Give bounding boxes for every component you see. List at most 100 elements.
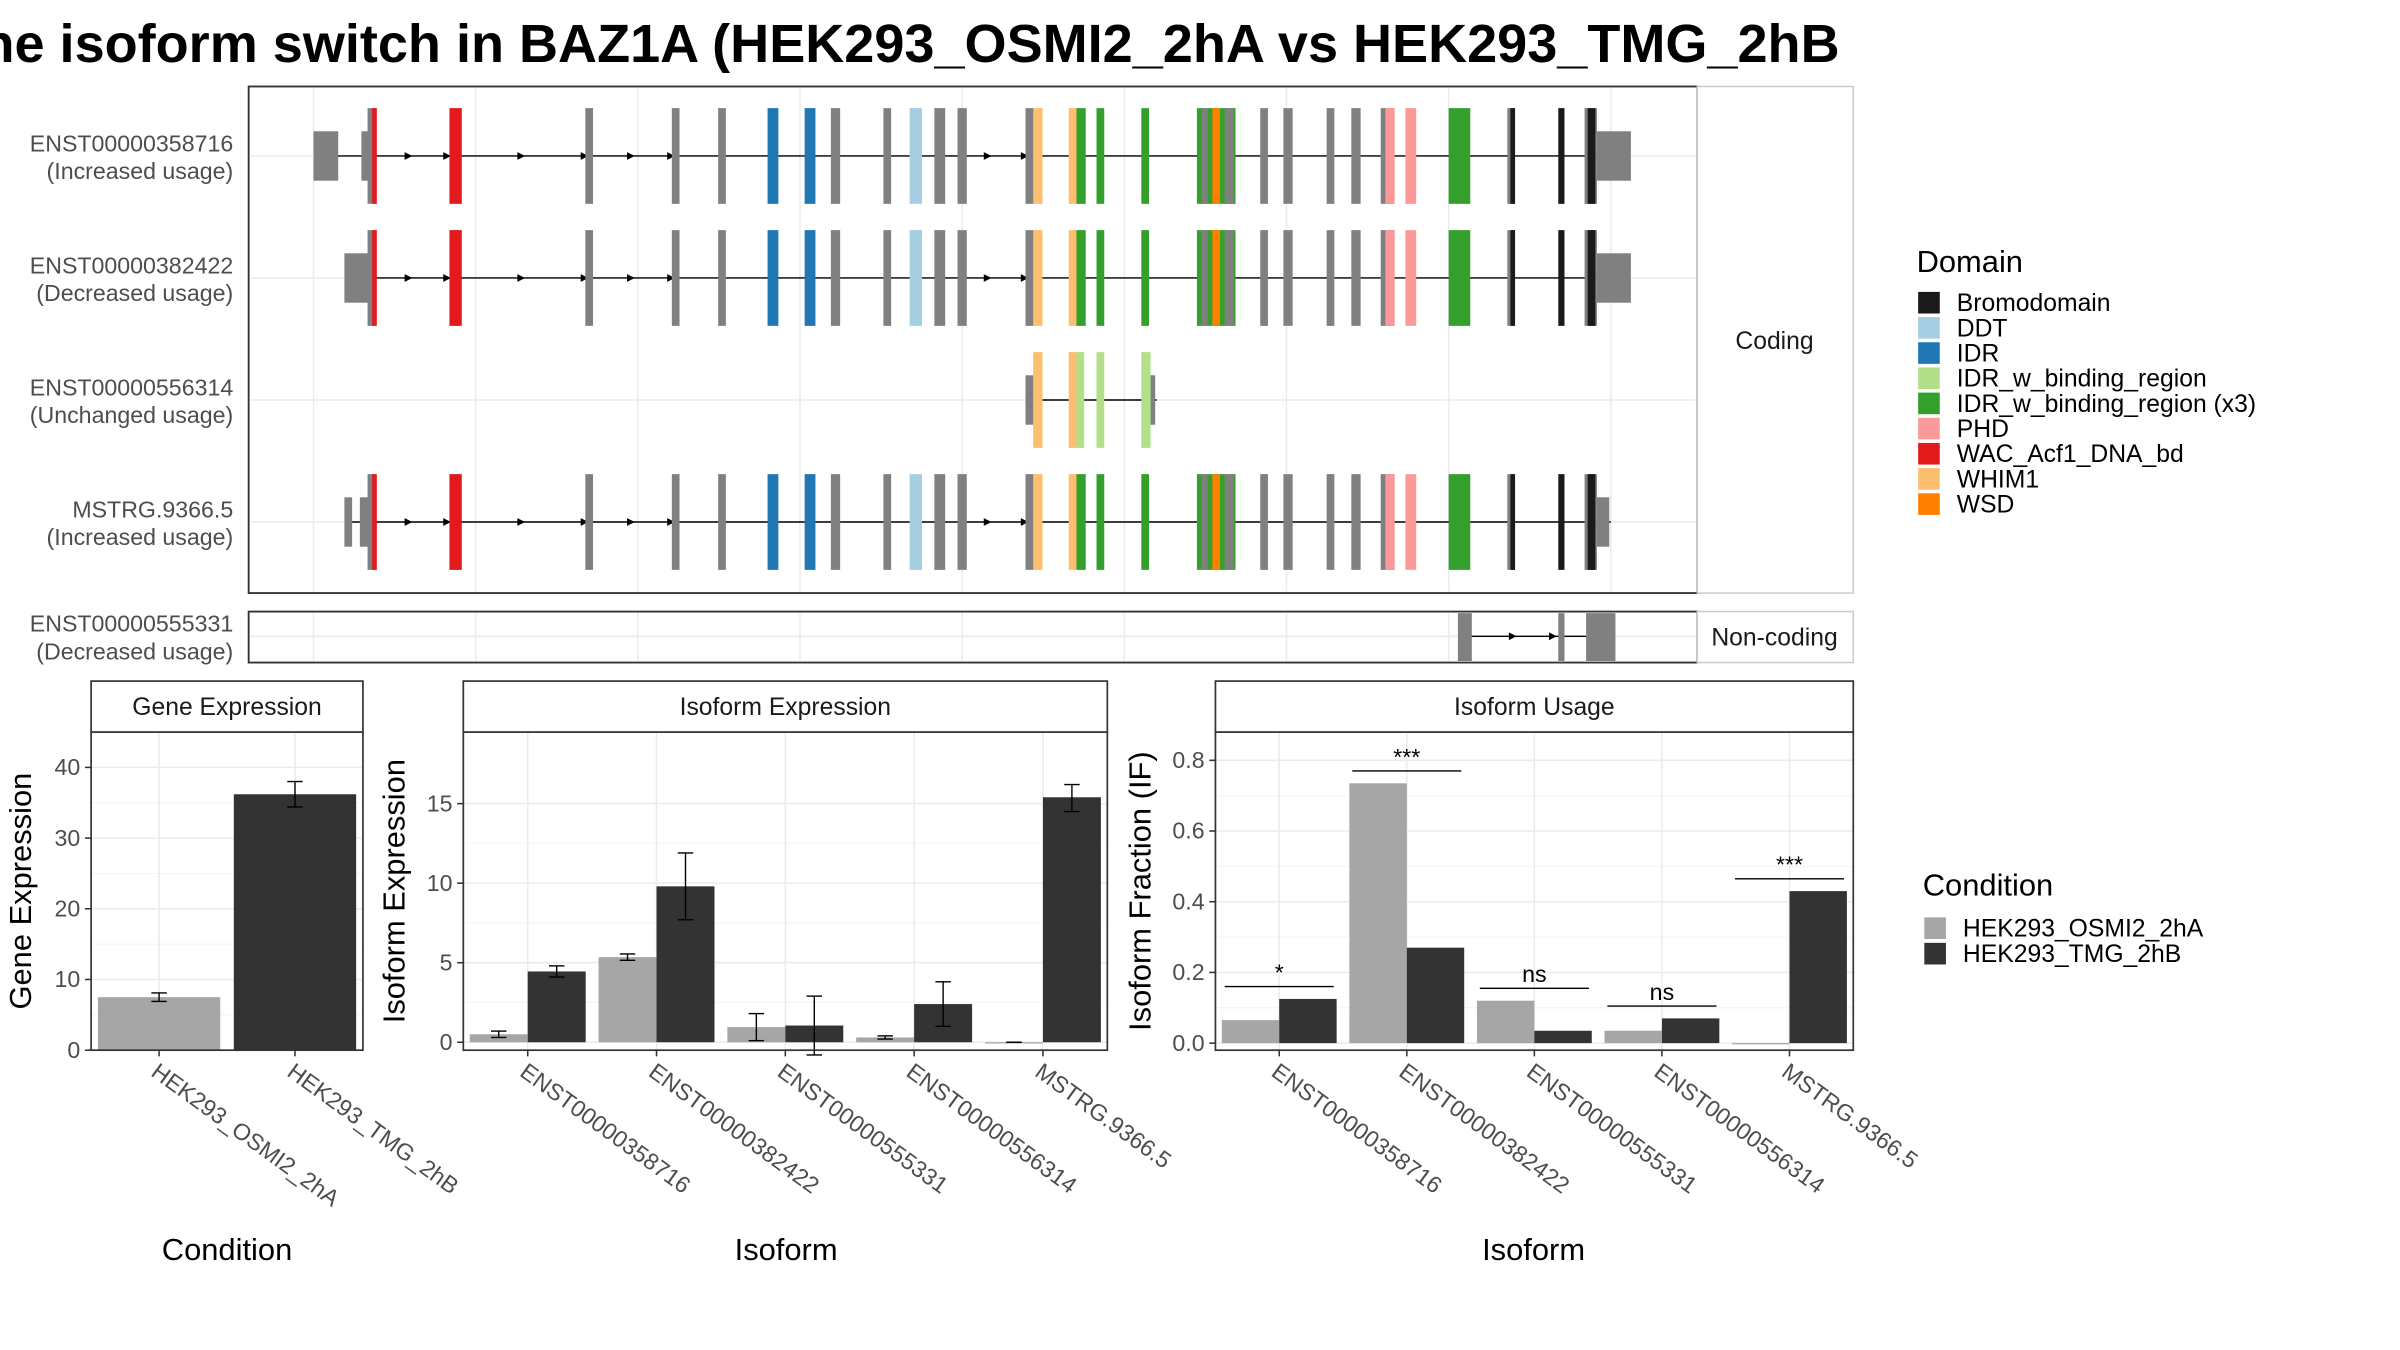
chart-strip-title: Gene Expression <box>132 694 322 721</box>
condition-legend-key <box>1924 917 1946 939</box>
strand-arrow <box>627 274 635 282</box>
structure-tracks <box>313 108 1631 662</box>
exon-block <box>804 474 816 570</box>
exon-block <box>1586 613 1616 662</box>
y-tick-label: 0.2 <box>1172 959 1204 985</box>
utr-block <box>313 131 339 181</box>
domain-legend-label: WAC_Acf1_DNA_bd <box>1957 441 2184 468</box>
exon-block <box>449 474 462 570</box>
exon-block <box>1385 474 1395 570</box>
strand-arrow <box>580 152 589 160</box>
exon-block <box>1558 474 1565 570</box>
exon-block <box>1351 474 1361 570</box>
transcript-label-name: ENST00000555331 <box>30 611 233 637</box>
exon-block <box>830 230 841 326</box>
domain-legend-key <box>1918 291 1940 314</box>
domain-legend-title: Domain <box>1917 244 2023 279</box>
transcript-label-usage: (Decreased usage) <box>36 638 233 664</box>
exon-block <box>1510 108 1516 204</box>
transcript-label-name: ENST00000556314 <box>30 374 234 400</box>
exon-block <box>1076 108 1086 204</box>
strand-arrow <box>517 152 526 160</box>
domain-legend-label: DDT <box>1957 315 2008 342</box>
exon-block <box>1224 230 1234 326</box>
exon-block <box>1025 108 1035 204</box>
transcript-label-name: ENST00000382422 <box>30 252 233 278</box>
exon-block <box>1224 108 1234 204</box>
plot-title: he isoform switch in BAZ1A (HEK293_OSMI2… <box>0 14 1840 74</box>
significance-label: ns <box>1522 961 1546 987</box>
domain-legend-label: WHIM1 <box>1957 466 2039 493</box>
y-tick-label: 10 <box>55 966 81 992</box>
exon-block <box>1212 230 1221 326</box>
exon-block <box>1212 474 1221 570</box>
exon-block <box>1405 230 1417 326</box>
exon-block <box>909 474 923 570</box>
exon-block <box>1068 108 1078 204</box>
bar <box>97 997 221 1051</box>
exon-block <box>1033 474 1043 570</box>
exon-block <box>1558 230 1565 326</box>
exon-block <box>1096 474 1105 570</box>
transcript-label-name: MSTRG.9366.5 <box>72 496 233 522</box>
y-tick-label: 0.4 <box>1172 888 1204 914</box>
exon-block <box>909 108 923 204</box>
exon-block <box>1351 230 1361 326</box>
exon-block <box>1326 474 1335 570</box>
domain-legend-label: IDR_w_binding_region <box>1957 366 2207 393</box>
transcript-label-usage: (Decreased usage) <box>36 280 233 306</box>
exon-block <box>1025 230 1035 326</box>
strand-arrow <box>983 152 992 160</box>
exon-block <box>671 474 680 570</box>
domain-legend-key <box>1918 442 1940 465</box>
coding-panel <box>247 85 1699 594</box>
strand-arrow <box>517 518 526 526</box>
exon-block <box>1326 108 1335 204</box>
exon-block <box>1587 474 1596 570</box>
exon-block <box>934 108 946 204</box>
strand-arrow <box>627 518 635 526</box>
y-tick-label: 0.6 <box>1172 818 1204 844</box>
strand-arrow <box>580 274 589 282</box>
condition-legend-title: Condition <box>1923 868 2053 903</box>
exon-block <box>671 108 680 204</box>
exon-block <box>1558 613 1565 662</box>
utr-block <box>344 253 370 303</box>
exon-block <box>1201 474 1208 570</box>
exon-block <box>767 108 779 204</box>
exon-block <box>671 230 680 326</box>
y-axis-title: Isoform Fraction (IF) <box>1123 751 1158 1031</box>
exon-block <box>372 474 377 570</box>
exon-block <box>718 108 726 204</box>
exon-block <box>1351 108 1361 204</box>
significance-label: ns <box>1650 979 1674 1005</box>
domain-legend-key <box>1918 493 1940 515</box>
exon-block <box>1096 352 1105 448</box>
domain-legend-label: Bromodomain <box>1957 290 2111 317</box>
noncoding-strip <box>1696 610 1855 664</box>
exon-block <box>1587 108 1596 204</box>
exon-block <box>830 474 841 570</box>
exon-block <box>934 230 946 326</box>
exon-block <box>1224 474 1234 570</box>
strand-arrow <box>443 274 451 282</box>
exon-block <box>1283 108 1293 204</box>
y-axis-title: Gene Expression <box>3 773 38 1010</box>
bar <box>1661 1018 1720 1044</box>
exon-block <box>1201 108 1208 204</box>
exon-block <box>1405 108 1417 204</box>
bar <box>856 1037 915 1043</box>
exon-block <box>1587 230 1596 326</box>
strand-arrow <box>517 274 526 282</box>
exon-block <box>718 230 726 326</box>
exon-block <box>585 108 594 204</box>
condition-legend-key <box>1924 942 1946 965</box>
exon-block <box>1510 474 1516 570</box>
y-tick-label: 0.8 <box>1172 747 1204 773</box>
domain-legend-key <box>1918 468 1940 490</box>
bar <box>1406 947 1465 1044</box>
domain-legend-key <box>1918 417 1940 440</box>
